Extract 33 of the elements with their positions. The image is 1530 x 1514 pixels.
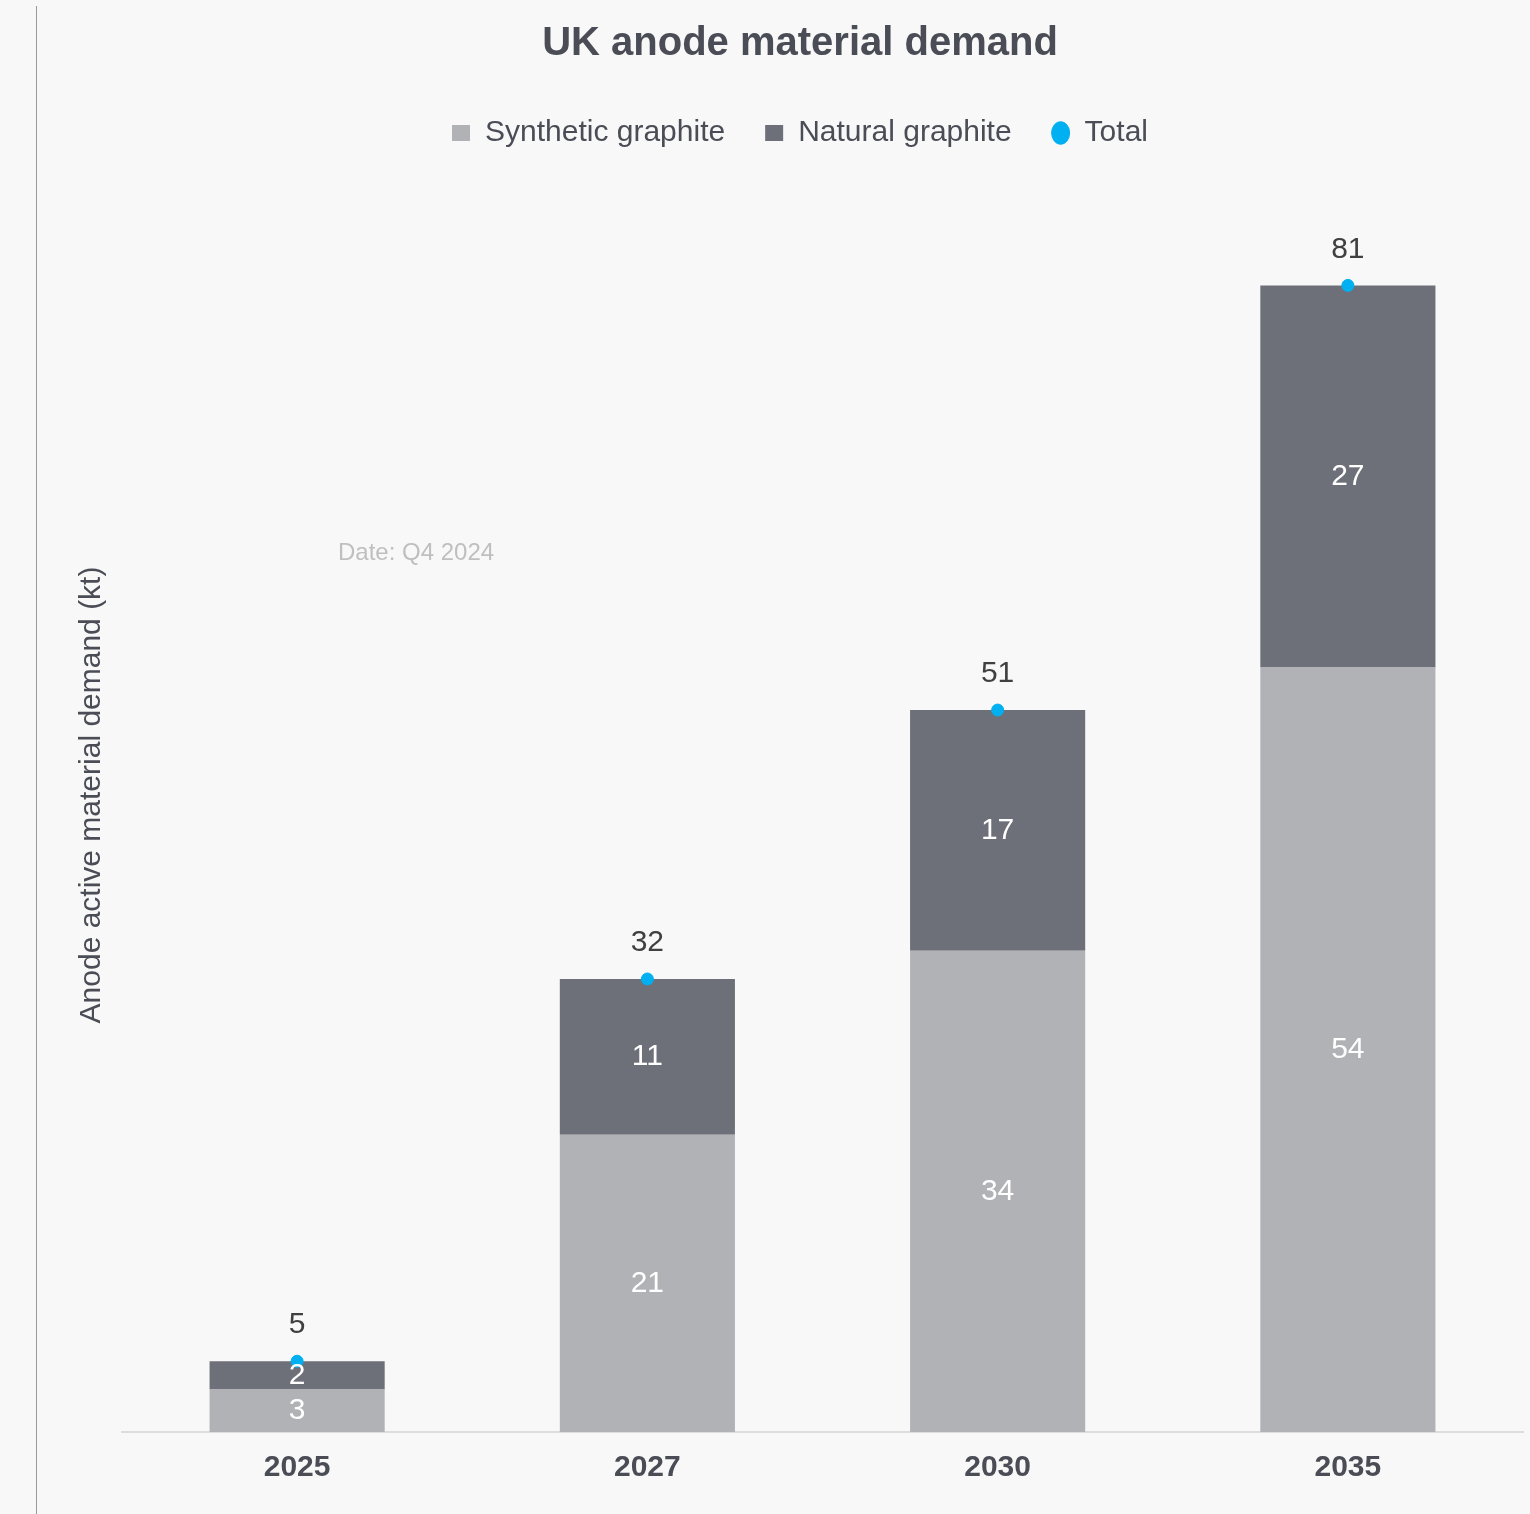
data-label: 32 xyxy=(630,924,665,958)
bar xyxy=(910,710,1086,951)
data-label: 21 xyxy=(630,1264,665,1298)
data-label: 81 xyxy=(1331,230,1365,264)
bar xyxy=(209,1389,385,1432)
data-label: 34 xyxy=(980,1172,1015,1206)
data-label: 51 xyxy=(980,655,1015,689)
bar xyxy=(910,950,1086,1432)
x-tick-label: 2025 xyxy=(263,1449,331,1483)
annotation: Date: Q4 2024 xyxy=(338,538,495,566)
data-label: 27 xyxy=(1331,457,1365,491)
legend-label: Total xyxy=(1084,114,1148,148)
text: UK anode material demand xyxy=(542,19,1058,64)
point xyxy=(991,703,1005,717)
bar xyxy=(1260,285,1436,668)
data-label: 5 xyxy=(288,1306,306,1340)
data-label: 11 xyxy=(631,1038,663,1072)
x-tick-label: 2035 xyxy=(1314,1449,1382,1483)
point xyxy=(640,972,654,986)
bar xyxy=(1260,667,1436,1432)
bar xyxy=(559,1134,735,1432)
data-label: 3 xyxy=(288,1392,306,1426)
bar xyxy=(209,1361,385,1390)
bar xyxy=(559,979,735,1135)
y-axis-title: Anode active material demand (kt) xyxy=(73,566,107,1024)
point xyxy=(1341,278,1355,292)
data-label: 17 xyxy=(980,811,1015,845)
legend-label: Natural graphite xyxy=(798,114,1012,148)
data-label: 2 xyxy=(288,1356,306,1390)
x-tick-label: 2027 xyxy=(614,1449,681,1483)
data-label: 54 xyxy=(1331,1031,1365,1065)
x-tick-label: 2030 xyxy=(964,1449,1031,1483)
legend-label: Synthetic graphite xyxy=(485,114,726,148)
